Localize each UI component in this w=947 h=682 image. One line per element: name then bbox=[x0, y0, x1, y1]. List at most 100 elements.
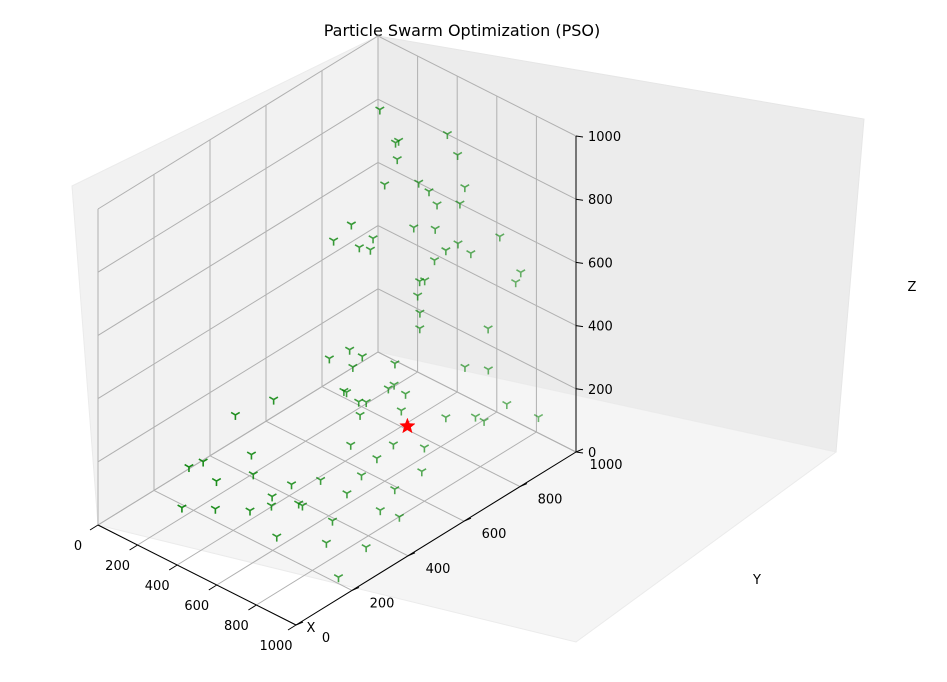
particle-marker bbox=[266, 502, 277, 511]
grid-lines bbox=[97, 35, 577, 626]
grid-line-z-left bbox=[97, 351, 379, 526]
x-tick-mark bbox=[168, 564, 178, 571]
particle-marker bbox=[341, 389, 352, 398]
particle-marker bbox=[417, 468, 427, 477]
z-tick-label: 400 bbox=[588, 320, 613, 335]
particle-marker bbox=[483, 366, 494, 375]
particle-marker bbox=[324, 355, 335, 364]
grid-line-z-left bbox=[97, 161, 379, 336]
particle-marker bbox=[361, 543, 371, 553]
y-tick-label: 0 bbox=[322, 631, 330, 646]
grid-line-z-back bbox=[377, 161, 577, 263]
particle-marker bbox=[327, 517, 338, 526]
particle-marker bbox=[177, 504, 187, 513]
grid-line-z-left bbox=[97, 35, 379, 210]
particle-marker bbox=[392, 155, 402, 165]
particle-marker bbox=[346, 441, 356, 450]
particle-marker bbox=[315, 476, 326, 485]
particle-marker bbox=[248, 471, 258, 480]
y-tick-mark bbox=[519, 483, 528, 488]
particle-marker bbox=[533, 413, 544, 423]
x-tick-label: 0 bbox=[74, 539, 82, 554]
grid-line-x-floor bbox=[137, 371, 418, 546]
z-tick-mark bbox=[575, 388, 584, 391]
particle-marker bbox=[495, 233, 505, 242]
data-points bbox=[177, 106, 544, 583]
x-tick-label: 800 bbox=[224, 619, 249, 634]
particle-marker bbox=[321, 539, 332, 548]
particle-marker bbox=[466, 249, 476, 259]
grid-line-y-floor bbox=[265, 420, 465, 522]
grid-line-z-back bbox=[377, 225, 577, 327]
y-axis-label: Y bbox=[752, 573, 761, 588]
particle-marker bbox=[413, 179, 424, 188]
grid-line-x-floor bbox=[216, 411, 498, 586]
particle-marker bbox=[356, 472, 367, 481]
z-tick-mark bbox=[575, 135, 584, 138]
particle-marker bbox=[211, 477, 222, 487]
tick-labels: 0200400600800100002004006008001000020040… bbox=[74, 130, 623, 654]
particle-marker bbox=[510, 279, 521, 288]
y-tick-mark bbox=[575, 448, 584, 453]
particle-marker bbox=[453, 240, 463, 249]
particle-marker bbox=[388, 441, 399, 450]
y-tick-mark bbox=[295, 621, 304, 626]
grid-line-y-floor bbox=[377, 351, 577, 453]
particle-marker bbox=[470, 413, 481, 422]
y-tick-label: 1000 bbox=[589, 458, 622, 473]
grid-line-z-back bbox=[377, 98, 577, 200]
particle-marker bbox=[272, 533, 282, 542]
particle-marker bbox=[361, 398, 371, 408]
grid-line-z-back bbox=[377, 288, 577, 390]
particle-marker bbox=[452, 151, 463, 160]
x-tick-mark bbox=[248, 604, 257, 611]
x-tick-label: 1000 bbox=[259, 639, 292, 654]
particle-marker bbox=[396, 407, 407, 416]
grid-line-x-floor bbox=[256, 431, 537, 606]
particle-marker bbox=[383, 385, 394, 394]
global-best-star bbox=[399, 417, 416, 434]
particle-marker bbox=[412, 292, 423, 301]
particle-marker bbox=[354, 244, 365, 253]
particle-marker bbox=[419, 444, 430, 453]
particle-marker bbox=[375, 106, 385, 115]
axis-lines bbox=[97, 136, 577, 626]
particle-marker bbox=[344, 346, 355, 355]
particle-marker bbox=[286, 481, 297, 490]
y-tick-label: 200 bbox=[370, 596, 395, 611]
particle-marker bbox=[184, 463, 194, 473]
z-tick-mark bbox=[575, 451, 584, 454]
x-tick-label: 400 bbox=[145, 579, 170, 594]
particle-marker bbox=[479, 417, 489, 426]
particle-marker bbox=[355, 411, 365, 420]
particle-marker bbox=[390, 360, 400, 369]
x-axis-label: X bbox=[307, 621, 316, 636]
z-tick-label: 1000 bbox=[588, 130, 621, 145]
particle-marker bbox=[415, 309, 425, 318]
particle-marker bbox=[328, 237, 339, 246]
particle-marker bbox=[198, 458, 208, 467]
particle-marker bbox=[389, 381, 399, 390]
particle-marker bbox=[210, 505, 221, 514]
particle-marker bbox=[333, 574, 344, 583]
particle-marker bbox=[268, 396, 279, 405]
particle-marker bbox=[368, 235, 378, 244]
grid-line-y-floor bbox=[209, 455, 409, 557]
particle-marker bbox=[442, 130, 453, 140]
particle-marker bbox=[502, 400, 512, 410]
particle-marker bbox=[432, 201, 442, 210]
z-tick-label: 600 bbox=[588, 256, 613, 271]
particle-marker bbox=[409, 224, 419, 233]
z-tick-mark bbox=[575, 325, 584, 328]
y-axis-line bbox=[295, 451, 577, 626]
grid-line-z-back bbox=[377, 35, 577, 137]
particle-marker bbox=[246, 451, 257, 460]
z-tick-label: 200 bbox=[588, 383, 613, 398]
x-tick-label: 600 bbox=[184, 599, 209, 614]
particle-marker bbox=[342, 490, 352, 499]
z-tick-label: 0 bbox=[588, 446, 596, 461]
y-tick-mark bbox=[407, 552, 416, 557]
particle-marker bbox=[348, 363, 358, 372]
x-tick-mark bbox=[287, 624, 297, 631]
particle-marker bbox=[424, 188, 434, 197]
